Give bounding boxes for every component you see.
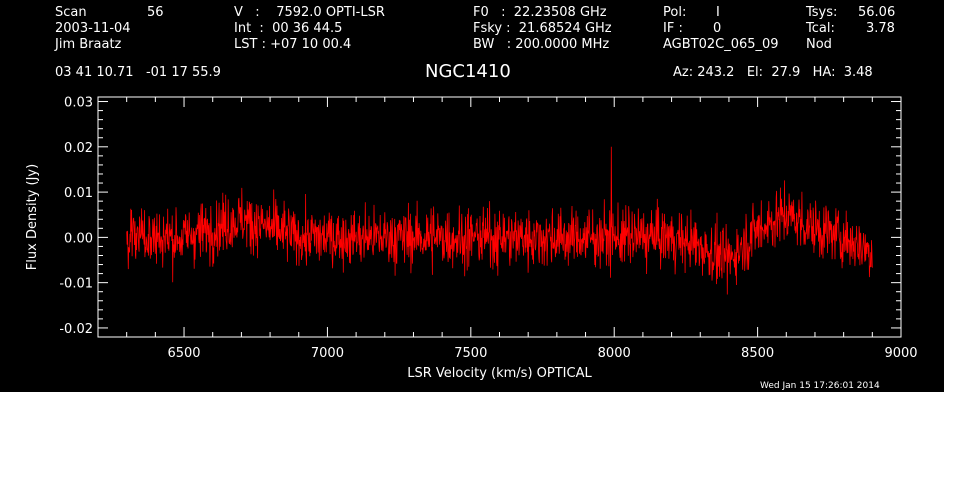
tcal-value: 3.78 [866,21,895,36]
scan-label: Scan [55,5,87,20]
y-tick-label: -0.02 [59,322,93,337]
spectrum-chart: 6500 7000 7500 8000 8500 9000 -0.02 -0.01 0.00 0.… [25,96,918,381]
observation-date: 2003-11-04 [55,21,131,36]
series-line-0 [126,146,873,295]
source-coordinates: 03 41 10.71 -01 17 55.9 [55,65,221,80]
bandwidth-line: BW : 200.0000 MHz [473,37,610,52]
if-value: 0 [713,21,722,36]
spectrum-panel: 6500 7000 7500 8000 8500 9000 -0.02 -0.01 0.00 0.… [0,0,944,392]
y-tick-label: 0.02 [64,141,93,156]
x-tick-label: 6500 [167,346,200,361]
x-tick-label: 7000 [311,346,344,361]
tcal-label: Tcal: [806,21,835,36]
sky-frequency-line: Fsky : 21.68524 GHz [473,21,612,36]
x-tick-label: 8500 [741,346,774,361]
x-tick-label: 8000 [598,346,631,361]
y-axis-label: Flux Density (Jy) [25,164,40,270]
x-axis-label: LSR Velocity (km/s) OPTICAL [407,366,592,381]
x-tick-label: 7500 [454,346,487,361]
source-title: NGC1410 [425,61,511,82]
if-label: IF : [663,21,683,36]
integration-line: Int : 00 36 44.5 [234,21,343,36]
tsys-label: Tsys: [806,5,838,20]
pointing-line: Az: 243.2 El: 27.9 HA: 3.48 [673,65,873,80]
y-tick-label: 0.00 [64,231,93,246]
tsys-value: 56.06 [858,5,896,20]
observing-mode: Nod [806,37,832,52]
y-tick-label: -0.01 [59,277,93,292]
polarization-label: Pol: [663,5,687,20]
y-tick-label: 0.03 [64,96,93,111]
rest-frequency-line: F0 : 22.23508 GHz [473,5,607,20]
polarization-value: I [716,5,720,20]
project-id: AGBT02C_065_09 [663,37,779,52]
observer-name: Jim Braatz [55,37,122,52]
velocity-line: V : 7592.0 OPTI-LSR [234,5,385,20]
x-tick-label: 9000 [884,346,917,361]
y-tick-label: 0.01 [64,186,93,201]
scan-value: 56 [147,5,164,20]
lst-line: LST : +07 10 00.4 [234,37,352,52]
footer-timestamp: Wed Jan 15 17:26:01 2014 [760,381,880,391]
